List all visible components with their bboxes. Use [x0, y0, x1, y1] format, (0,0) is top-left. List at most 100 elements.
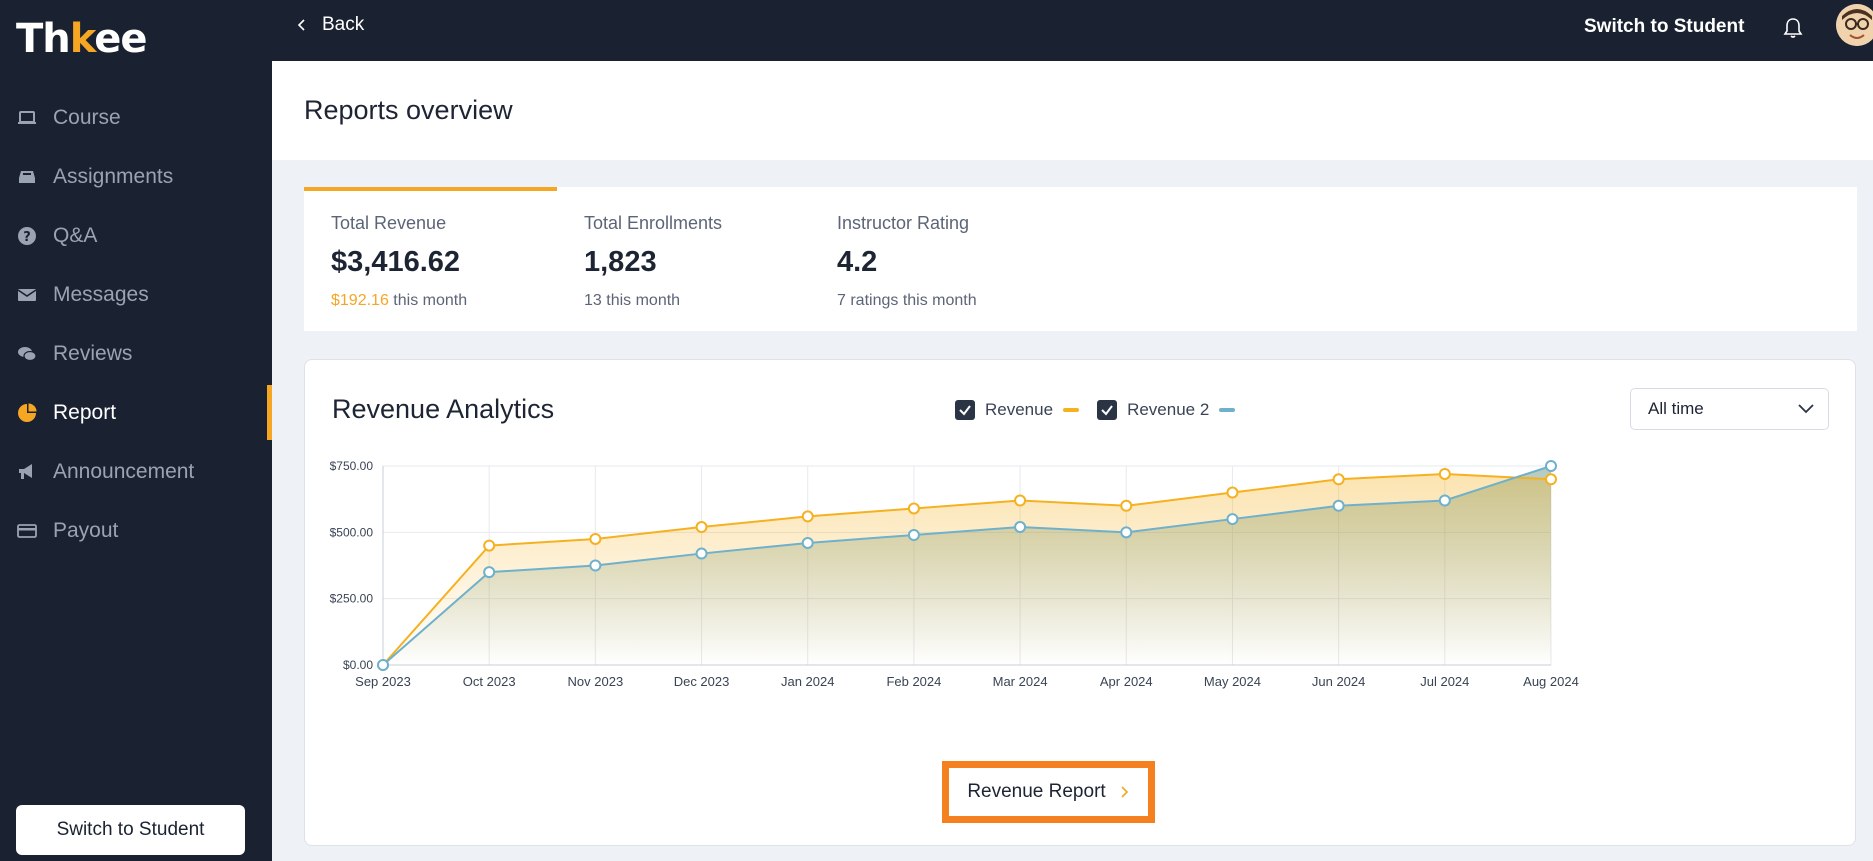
series-line-0	[382, 472, 1552, 666]
stat-value: 1,823	[584, 246, 657, 278]
data-point	[1014, 521, 1027, 534]
data-point	[1332, 499, 1345, 512]
checkbox-revenue-2[interactable]	[1097, 400, 1118, 420]
bell-icon[interactable]	[1782, 16, 1804, 40]
y-tick-label: $500.00	[330, 525, 374, 539]
stat-label: Instructor Rating	[837, 213, 970, 233]
data-point	[1545, 473, 1557, 486]
data-point	[907, 528, 920, 541]
stat-sub: 13 this month	[584, 292, 722, 310]
sidebar-item-label: Messages	[53, 282, 149, 306]
data-point	[1014, 494, 1027, 507]
stat-sub-text: 7 ratings this month	[837, 292, 977, 309]
legend-swatch	[1219, 408, 1236, 412]
sidebar-item-label: Course	[53, 105, 121, 129]
x-tick-label: Jul 2024	[1420, 674, 1469, 689]
laptop-icon	[16, 107, 38, 129]
sidebar-item-qa[interactable]: ? Q&A	[0, 206, 272, 265]
megaphone-icon	[16, 461, 38, 483]
x-tick-label: Apr 2024	[1100, 674, 1153, 689]
sidebar-item-course[interactable]: Course	[0, 88, 272, 147]
x-tick-label: Jan 2024	[781, 674, 835, 689]
page-title: Reports overview	[304, 95, 513, 125]
x-tick-label: Oct 2023	[463, 674, 516, 689]
data-point	[907, 502, 920, 515]
revenue-report-button[interactable]: Revenue Report	[942, 761, 1155, 823]
stat-instructor-rating[interactable]: Instructor Rating 4.2 7 ratings this mon…	[837, 213, 977, 310]
chevron-down-icon	[1798, 404, 1814, 414]
data-point	[801, 536, 814, 549]
y-tick-label: $0.00	[343, 658, 373, 672]
sidebar-item-messages[interactable]: Messages	[0, 265, 272, 324]
stat-sub-highlight: $192.16	[331, 292, 389, 309]
avatar[interactable]	[1836, 4, 1873, 46]
data-point	[589, 532, 602, 545]
stat-sub: $192.16 this month	[331, 292, 467, 310]
data-point	[483, 566, 496, 579]
legend-revenue-2[interactable]: Revenue 2	[1097, 400, 1236, 420]
data-point	[1120, 499, 1133, 512]
analytics-title: Revenue Analytics	[332, 394, 555, 424]
sidebar-item-label: Announcement	[53, 459, 195, 483]
data-point	[695, 547, 708, 560]
sidebar-item-announcement[interactable]: Announcement	[0, 442, 272, 501]
legend-label: Revenue 2	[1127, 400, 1210, 419]
stat-total-revenue[interactable]: Total Revenue $3,416.62 $192.16 this mon…	[331, 213, 467, 310]
checkbox-revenue[interactable]	[955, 400, 975, 420]
switch-to-student-button[interactable]: Switch to Student	[16, 805, 245, 855]
question-icon: ?	[16, 225, 38, 247]
stat-value: $3,416.62	[331, 246, 461, 278]
stats-card: Total Revenue $3,416.62 $192.16 this mon…	[304, 187, 1857, 331]
series-line-1	[382, 465, 1552, 666]
sidebar-nav: Course Assignments ? Q&A Messages Review…	[0, 88, 272, 560]
x-tick-label: Jun 2024	[1312, 674, 1366, 689]
stat-label: Total Revenue	[331, 213, 447, 233]
data-point	[377, 659, 389, 671]
y-tick-label: $250.00	[330, 592, 374, 606]
revenue-chart: $0.00 $250.00 $500.00 $750.00 Sep 2023 Oct 20…	[330, 459, 1579, 689]
chevron-right-icon	[1121, 786, 1128, 798]
stat-total-enrollments[interactable]: Total Enrollments 1,823 13 this month	[584, 213, 722, 310]
data-point	[1332, 473, 1345, 486]
stat-label: Total Enrollments	[584, 213, 723, 233]
period-select[interactable]: All time	[1630, 388, 1829, 430]
chevron-left-icon	[297, 19, 305, 31]
x-tick-label: Sep 2023	[355, 674, 411, 689]
sidebar-item-assignments[interactable]: Assignments	[0, 147, 272, 206]
back-button[interactable]: Back	[292, 14, 364, 36]
data-point	[695, 521, 708, 534]
sidebar-item-label: Reviews	[53, 341, 133, 365]
svg-text:?: ?	[23, 230, 31, 245]
legend-label: Revenue	[985, 400, 1054, 419]
revenue-report-label: Revenue Report	[967, 781, 1106, 802]
data-point	[1226, 486, 1239, 499]
inbox-icon	[16, 166, 38, 188]
page-header: Reports overview	[272, 61, 1873, 160]
data-point	[1438, 467, 1451, 480]
data-point	[589, 559, 602, 572]
stat-sub-text: this month	[388, 292, 468, 309]
stat-value: 4.2	[837, 246, 878, 278]
data-point	[1226, 513, 1239, 526]
sidebar-item-report[interactable]: Report	[0, 383, 272, 442]
x-tick-label: Dec 2023	[674, 674, 730, 689]
y-tick-label: $750.00	[330, 459, 374, 473]
revenue-analytics-card: Revenue Analytics Revenue Revenue 2 All …	[304, 359, 1856, 846]
logo[interactable]: Thkee	[16, 16, 148, 62]
credit-card-icon	[16, 520, 38, 542]
series-area-0	[383, 473, 1551, 665]
switch-to-student-link[interactable]: Switch to Student	[1584, 16, 1745, 37]
stat-sub-text: 13 this month	[584, 292, 681, 309]
data-point	[483, 539, 496, 552]
x-tick-label: Mar 2024	[993, 674, 1048, 689]
x-tick-label: Aug 2024	[1523, 674, 1579, 689]
sidebar-item-label: Payout	[53, 518, 119, 542]
sidebar-item-label: Q&A	[53, 223, 98, 247]
envelope-icon	[16, 284, 38, 306]
x-tick-label: Nov 2023	[568, 674, 624, 689]
logo-text: Thkee	[16, 16, 148, 62]
sidebar-item-payout[interactable]: Payout	[0, 501, 272, 560]
legend-revenue[interactable]: Revenue	[955, 400, 1080, 420]
sidebar-item-reviews[interactable]: Reviews	[0, 324, 272, 383]
period-select-value: All time	[1648, 399, 1704, 418]
